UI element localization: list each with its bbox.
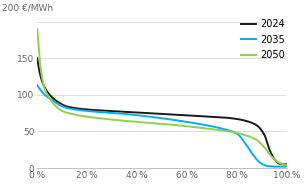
2024 (150, 112, 154, 114)
2024 (278, 163, 282, 165)
2035 (232, 131, 236, 133)
2024 (232, 117, 236, 120)
2050 (150, 122, 154, 124)
Line: 2035: 2035 (37, 85, 287, 167)
2024 (35, 57, 39, 59)
2035 (157, 117, 160, 119)
2035 (150, 116, 154, 118)
2050 (48, 98, 52, 100)
2050 (232, 131, 236, 133)
2024 (278, 163, 282, 165)
2024 (285, 163, 289, 165)
2035 (278, 165, 282, 168)
Line: 2024: 2024 (37, 58, 287, 164)
Legend: 2024, 2035, 2050: 2024, 2035, 2050 (242, 19, 285, 60)
Line: 2050: 2050 (37, 29, 287, 165)
2035 (285, 165, 289, 168)
2050 (278, 162, 282, 164)
Text: 200 €/MWh: 200 €/MWh (2, 4, 53, 13)
2050 (35, 28, 39, 30)
2035 (48, 98, 52, 100)
2035 (35, 84, 39, 86)
2050 (278, 162, 282, 164)
2050 (285, 164, 289, 166)
2024 (157, 113, 160, 115)
2024 (48, 94, 52, 96)
2035 (273, 165, 276, 168)
2035 (278, 165, 282, 168)
2050 (157, 123, 160, 125)
